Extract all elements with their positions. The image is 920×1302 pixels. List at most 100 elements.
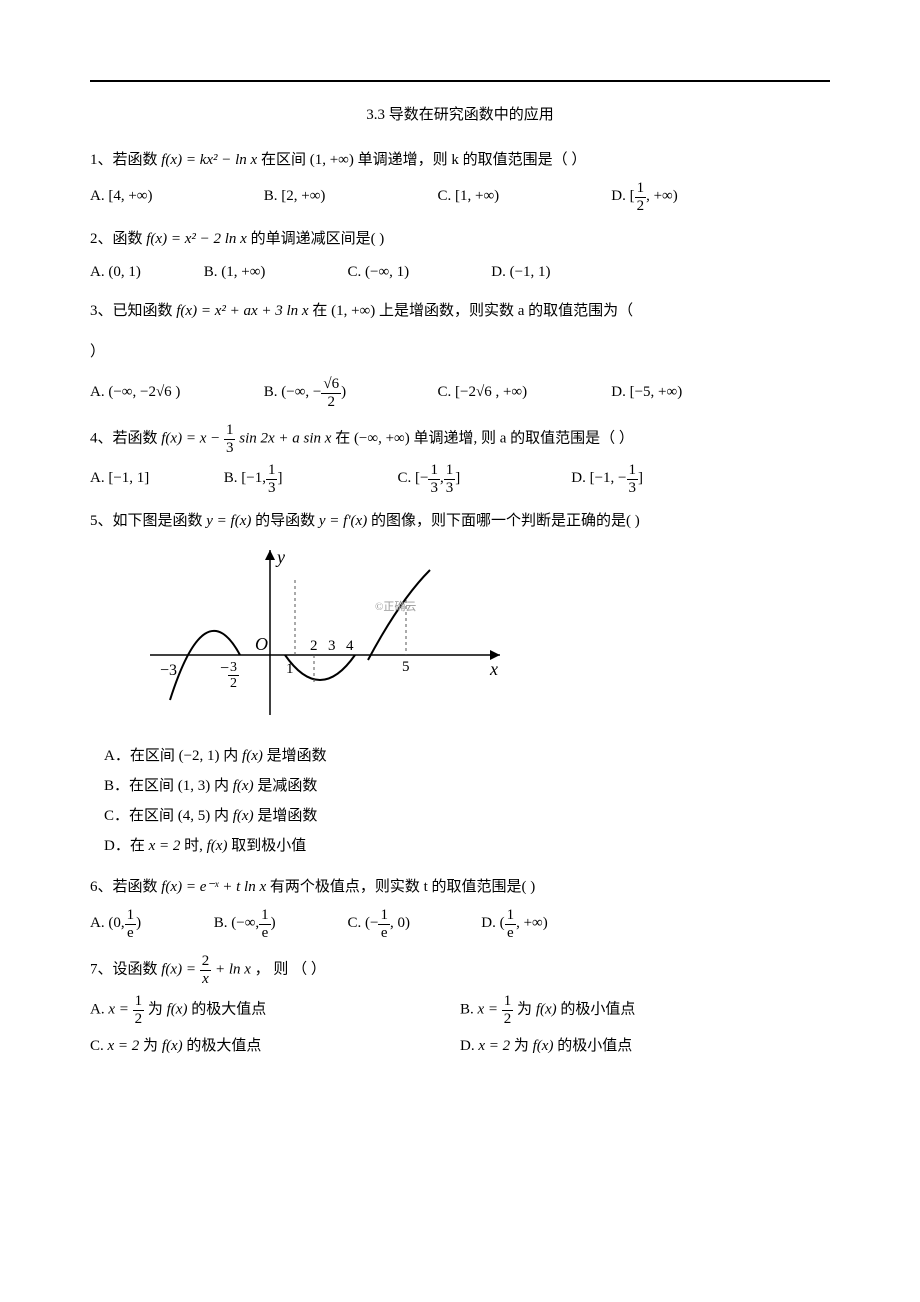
q7-stem-b: ， 则 （ ） [251, 961, 326, 977]
q7-optB-num: 1 [502, 993, 514, 1011]
q6-optD: D. (1e, +∞) [481, 907, 547, 941]
q1-optD: D. [12, +∞) [611, 180, 677, 214]
tick-4: 4 [346, 638, 354, 654]
q3: 3、已知函数 f(x) = x² + ax + 3 ln x 在 (1, +∞)… [90, 298, 830, 325]
q6-optC-pre: C. (− [348, 910, 379, 937]
q5-optD: D．在 x = 2 时, f(x) 取到极小值 [104, 833, 830, 860]
q3-optB: B. (−∞, −√62) [264, 376, 434, 410]
q6-optC-den: e [378, 925, 390, 942]
q7-fn-post: + ln x [211, 961, 251, 977]
q5-optC-post: 是增函数 [254, 808, 318, 824]
q5-optA: A．在区间 (−2, 1) 内 f(x) 是增函数 [104, 743, 830, 770]
doc-title: 3.3 导数在研究函数中的应用 [90, 102, 830, 129]
q6-optB: B. (−∞, 1e) [214, 907, 344, 941]
q6-optA-frac: 1e [125, 907, 137, 941]
q7-optB-frac: 12 [502, 993, 514, 1027]
q4-optD-post: ] [638, 465, 643, 492]
q2-fn: f(x) = x² − 2 ln x [146, 231, 247, 247]
x-axis-label: x [489, 659, 498, 679]
q1-optD-num: 1 [635, 180, 647, 198]
q6-optA: A. (0, 1e) [90, 907, 210, 941]
q3-fn: f(x) = x² + ax + 3 ln x [176, 303, 308, 319]
q4-optC-pre: C. [− [398, 465, 429, 492]
q3-stem-b: 在 (1, +∞) 上是增函数，则实数 a 的取值范围为（ [309, 303, 634, 319]
q7-optD-pre: D. [460, 1038, 478, 1054]
q7-optB-fn: f(x) [536, 1001, 557, 1017]
q4-optD-pre: D. [−1, − [571, 465, 626, 492]
q4-fn-mid: sin 2x + a sin x [235, 430, 331, 446]
q1-optA: A. [4, +∞) [90, 183, 260, 210]
q7-optC-mid: 为 [139, 1038, 162, 1054]
q5-optA-post: 是增函数 [263, 748, 327, 764]
q5-fn2: y = f'(x) [319, 513, 367, 529]
q4-optC-den2: 3 [444, 480, 456, 497]
q4-optC-frac2: 13 [444, 462, 456, 496]
q4-fn-pre: f(x) = x − [161, 430, 224, 446]
q7-optC-eq: x = 2 [108, 1038, 140, 1054]
q7-optB: B. x = 12 为 f(x) 的极小值点 [460, 993, 830, 1027]
q5-optC: C．在区间 (4, 5) 内 f(x) 是增函数 [104, 803, 830, 830]
q5-optA-fn: f(x) [242, 748, 263, 764]
q6-optA-num: 1 [125, 907, 137, 925]
q6-optD-post: , +∞) [516, 910, 548, 937]
q6-stem-b: 有两个极值点，则实数 t 的取值范围是( ) [266, 879, 535, 895]
q5-optC-fn: f(x) [233, 808, 254, 824]
q4-optB-den: 3 [266, 480, 278, 497]
q7-opts: A. x = 12 为 f(x) 的极大值点 B. x = 12 为 f(x) … [90, 993, 830, 1066]
q4-opts: A. [−1, 1] B. [−1, 13] C. [−13, 13] D. [… [90, 462, 830, 496]
origin-O: O [255, 634, 268, 654]
q5-optD-pre: D．在 [104, 838, 149, 854]
q6-opts: A. (0, 1e) B. (−∞, 1e) C. (−1e, 0) D. (1… [90, 907, 830, 941]
q1-stem-a: 1、若函数 [90, 152, 161, 168]
q6-optA-den: e [125, 925, 137, 942]
top-rule [90, 80, 830, 82]
q6-optD-pre: D. ( [481, 910, 504, 937]
tick-2: 2 [310, 638, 318, 654]
q5-fn1: y = f(x) [206, 513, 251, 529]
q3-close: ） [90, 339, 830, 366]
q6-optC: C. (−1e, 0) [348, 907, 478, 941]
q4-optD-frac: 13 [627, 462, 639, 496]
q5-stem-a: 5、如下图是函数 [90, 513, 206, 529]
tick-1: 1 [286, 661, 294, 677]
q1-optD-den: 2 [635, 198, 647, 215]
q5-optD-mid: 时, [180, 838, 206, 854]
q7-optA: A. x = 12 为 f(x) 的极大值点 [90, 993, 460, 1027]
q4-optB: B. [−1, 13] [224, 462, 394, 496]
q7-optD-fn: f(x) [533, 1038, 554, 1054]
q7-optA-den: 2 [133, 1011, 145, 1028]
q3-optB-pre: B. (−∞, − [264, 379, 322, 406]
q4-optD: D. [−1, −13] [571, 462, 643, 496]
q6-optC-num: 1 [378, 907, 390, 925]
q5-optB-post: 是减函数 [254, 778, 318, 794]
q4-optC-post: ] [455, 465, 460, 492]
q2-optB: B. (1, +∞) [204, 259, 344, 286]
q1: 1、若函数 f(x) = kx² − ln x 在区间 (1, +∞) 单调递增… [90, 147, 830, 174]
q7-optB-mid: 为 [513, 1001, 536, 1017]
q1-optC: C. [1, +∞) [438, 183, 608, 210]
q4-optC-den1: 3 [428, 480, 440, 497]
q5-optD-eq: x = 2 [149, 838, 181, 854]
q7-optD-post: 的极小值点 [553, 1038, 632, 1054]
q4-fn-den: 3 [224, 440, 236, 457]
q1-optD-frac: 12 [635, 180, 647, 214]
q4: 4、若函数 f(x) = x − 13 sin 2x + a sin x 在 (… [90, 422, 830, 456]
q2-stem-b: 的单调递减区间是( ) [247, 231, 385, 247]
q6-optB-post: ) [271, 910, 276, 937]
q4-optC-num2: 1 [444, 462, 456, 480]
q6-optB-frac: 1e [259, 907, 271, 941]
q5-optA-pre: A．在区间 (−2, 1) 内 [104, 748, 242, 764]
q7-fn-frac: 2x [200, 953, 212, 987]
curve-right [368, 570, 430, 660]
q3-optB-num: √6 [321, 376, 341, 394]
q4-optB-frac: 13 [266, 462, 278, 496]
q7-fn-pre: f(x) = [161, 961, 199, 977]
q3-optD: D. [−5, +∞) [611, 379, 682, 406]
q6-stem-a: 6、若函数 [90, 879, 161, 895]
q7: 7、设函数 f(x) = 2x + ln x ， 则 （ ） [90, 953, 830, 987]
q7-optB-post: 的极小值点 [557, 1001, 636, 1017]
q6-optD-num: 1 [505, 907, 517, 925]
tick-neg15-num: 3 [228, 660, 239, 676]
q4-optB-pre: B. [−1, [224, 465, 266, 492]
q5: 5、如下图是函数 y = f(x) 的导函数 y = f'(x) 的图像，则下面… [90, 508, 830, 535]
